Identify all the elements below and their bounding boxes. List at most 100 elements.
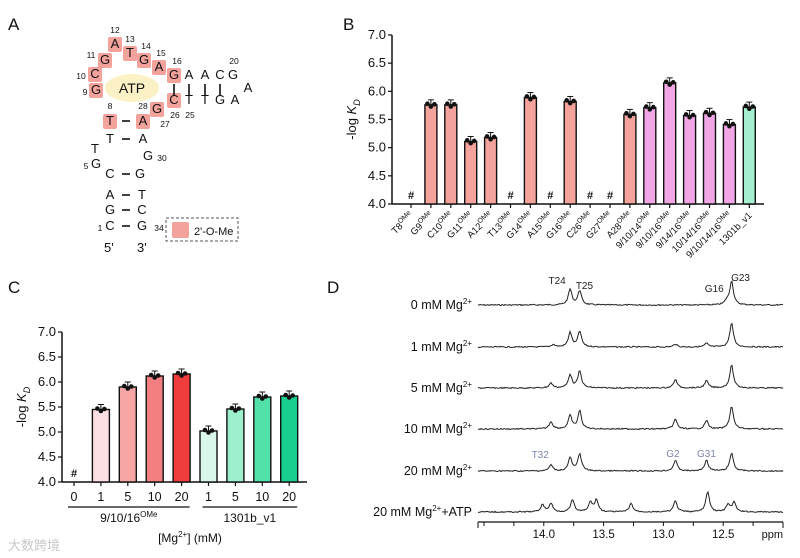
data-point [690,112,696,118]
spectrum-trace [477,452,784,473]
data-point [687,114,692,120]
modified-nucleotide-box [137,53,151,68]
nucleotide-1: C [105,218,114,233]
peak-label: T32 [532,450,550,461]
data-point [631,111,636,117]
data-point [209,428,215,433]
data-point [644,104,649,109]
data-point [670,80,676,85]
spectrum-trace [477,406,784,431]
bar [280,395,299,483]
nucleotide-23: G [215,92,225,107]
y-tick-label: 5.0 [38,424,56,439]
modified-nucleotide-box [167,68,181,83]
modified-nucleotide-box [103,114,117,129]
nucleotide-number: 25 [185,110,195,120]
nucleotide-9: G [91,82,101,97]
nucleotide-number: 10 [76,71,86,81]
nucleotide-number: 30 [157,153,167,163]
nucleotide-3: A [106,187,115,202]
not-determined-mark: # [71,468,77,480]
data-point [667,82,672,87]
data-point [263,394,269,399]
peak-label: G31 [697,449,716,460]
x-axis-label: ppm [762,529,783,541]
data-point [491,134,497,140]
panel-label-b: B [343,15,354,34]
bar [623,113,637,205]
x-tick-label: 5 [124,490,131,504]
data-point [571,98,576,104]
nucleotide-number: 9 [83,87,88,97]
group-label: 1301b_v1 [223,511,276,525]
data-point [155,373,161,378]
nucleotide-7: T [106,131,114,146]
x-tick-label: 1 [97,490,104,504]
bar [742,106,756,205]
data-point [528,96,533,102]
x-tick-label: 20 [282,490,296,504]
bar [483,136,498,205]
bar [444,104,458,205]
nucleotide-5: G [91,156,101,171]
trace-label: 20 mM Mg2++ATP [373,504,472,519]
data-point [747,106,752,112]
data-point [283,392,289,398]
nucleotide-number: 20 [229,56,239,66]
data-point [182,371,188,376]
panel-label-c: C [8,278,20,297]
modified-nucleotide-box [98,53,112,68]
bar [722,123,737,205]
modified-nucleotide-box [123,46,137,61]
data-point [524,94,530,99]
data-point [703,109,709,115]
spectrum-trace [477,280,784,307]
nucleotide-number: 27 [160,119,170,129]
bar [118,386,138,483]
panel-label-d: D [327,278,339,297]
bar [663,82,677,205]
bar [199,430,218,483]
x-tick-label: 5 [232,490,239,504]
y-tick-label: 6.5 [38,349,56,364]
x-tick-label: 10 [255,490,269,504]
modified-nucleotide-box [150,102,164,117]
nucleotide-30: G [143,148,153,163]
nucleotide-number: 16 [172,56,182,66]
watermark: 大数跨境 [8,538,60,553]
x-tick-label: 13.5 [592,529,614,541]
nucleotide-16: G [169,67,179,82]
modified-nucleotide-box [108,37,122,52]
y-tick-label: 7.0 [38,324,56,339]
data-point [148,372,154,378]
atp-label: ATP [119,80,145,96]
three-prime-end: 3' [137,240,147,255]
data-point [488,136,493,142]
y-tick-label: 4.0 [368,196,386,211]
legend-swatch [172,222,189,238]
bar [523,96,538,205]
y-axis-label: -log KD [14,386,32,427]
nucleotide-25: T [185,92,193,107]
nucleotide-11: G [100,52,110,67]
x-axis-label: [Mg2+] (mM) [158,530,222,545]
nucleotide-12: A [111,36,120,51]
not-determined-mark: # [408,190,414,202]
trace-label: 5 mM Mg2+ [411,380,473,395]
modified-nucleotide-box [152,60,166,75]
peak-label: G23 [731,273,750,284]
spectrum-trace [477,364,784,390]
data-point [452,101,457,107]
nucleotide-13: T [126,45,134,60]
data-point [425,101,430,107]
bar [424,104,438,205]
data-point [624,111,629,116]
data-point [256,393,262,399]
data-point [464,138,470,143]
nucleotide-18: A [201,67,210,82]
nucleotide-number: 15 [156,48,166,58]
x-tick-label: 14.0 [533,529,555,541]
data-point [448,104,454,109]
nucleotide-number: 11 [87,50,96,60]
data-point [710,110,716,116]
